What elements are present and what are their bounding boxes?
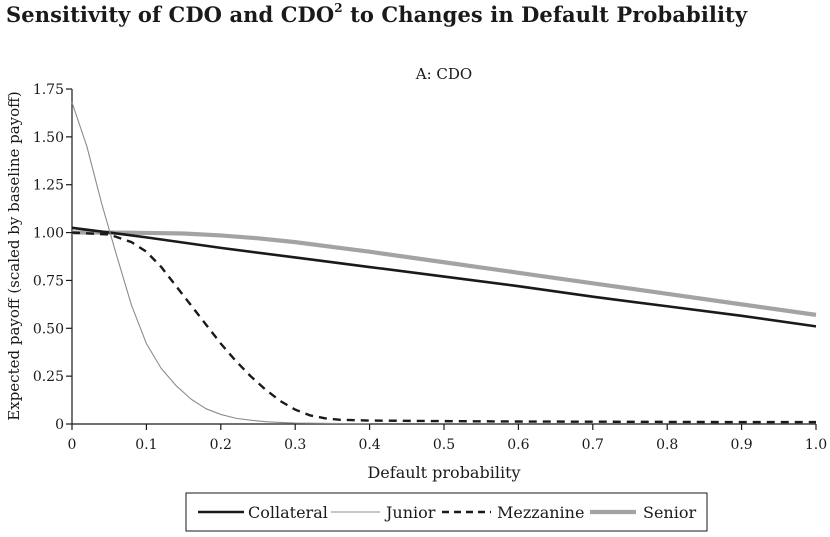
x-tick-label: 0.5	[433, 437, 455, 453]
x-tick-label: 0.2	[210, 437, 232, 453]
legend-label-collateral: Collateral	[248, 503, 328, 522]
x-tick-label: 0.1	[135, 437, 157, 453]
x-tick-label: 0.6	[507, 437, 529, 453]
y-tick-label: 1.25	[33, 178, 64, 194]
x-axis-label: Default probability	[367, 463, 520, 482]
figure-title-superscript: 2	[334, 1, 343, 15]
legend-label-senior: Senior	[643, 503, 696, 522]
y-axis-label: Expected payoff (scaled by baseline payo…	[5, 91, 23, 420]
figure-title: Sensitivity of CDO and CDO2 to Changes i…	[6, 1, 748, 27]
y-tick-label: 0.25	[33, 369, 64, 385]
legend-items: Collateral Junior Mezzanine Senior	[198, 503, 696, 522]
series-line-junior	[71, 102, 370, 425]
y-tick-label: 1.00	[33, 226, 64, 242]
y-tick-label: 0.75	[33, 273, 64, 289]
y-tick-label: 1.75	[33, 82, 64, 98]
x-ticks: 0 0.1 0.2 0.3 0.4 0.5 0.6 0.7 0.8 0.9 1.0	[68, 424, 827, 453]
x-tick-label: 0	[68, 437, 77, 453]
figure-title-main: Sensitivity of CDO and CDO	[6, 2, 335, 27]
legend: Collateral Junior Mezzanine Senior	[185, 492, 708, 532]
series-line-collateral	[71, 226, 817, 328]
figure-title-end: to Changes in Default Probability	[342, 2, 748, 27]
y-tick-label: 0	[55, 417, 64, 433]
series-layer	[71, 102, 817, 425]
x-tick-label: 0.3	[284, 437, 306, 453]
legend-label-junior: Junior	[384, 503, 436, 522]
legend-label-mezzanine: Mezzanine	[497, 503, 584, 522]
y-ticks: 0 0.25 0.50 0.75 1.00 1.25 1.50 1.75	[33, 82, 72, 433]
x-tick-label: 0.4	[358, 437, 380, 453]
panel-title: A: CDO	[415, 65, 472, 83]
axes	[71, 89, 816, 425]
y-tick-label: 1.50	[33, 130, 64, 146]
series-line-senior	[72, 230, 817, 317]
x-tick-label: 1.0	[805, 437, 827, 453]
x-tick-label: 0.7	[582, 437, 604, 453]
x-tick-label: 0.9	[730, 437, 752, 453]
y-tick-label: 0.50	[33, 321, 64, 337]
x-tick-label: 0.8	[656, 437, 678, 453]
series-line-mezzanine	[71, 231, 816, 424]
